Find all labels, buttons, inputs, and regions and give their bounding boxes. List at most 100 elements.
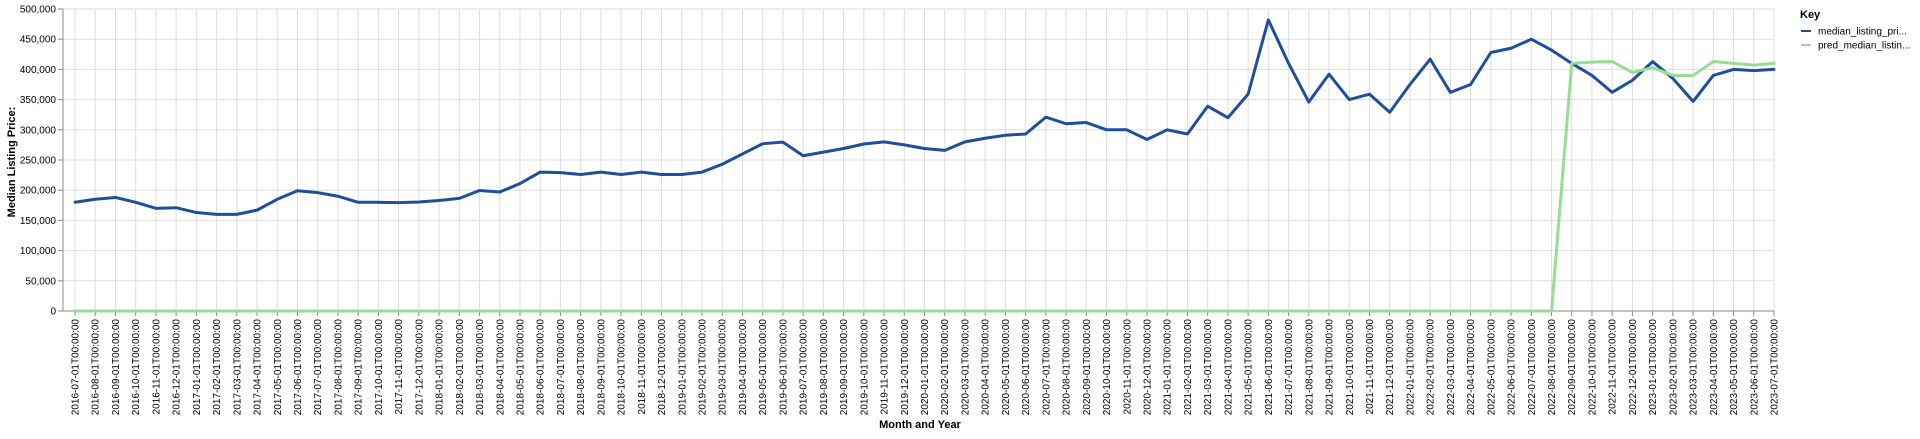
x-tick-label: 2022-09-01T00:00:00 [1567,319,1578,416]
x-tick-label: 2020-06-01T00:00:00 [1021,319,1032,416]
x-tick-label: 2018-05-01T00:00:00 [515,319,526,416]
x-tick-label: 2021-02-01T00:00:00 [1183,319,1194,416]
x-tick-label: 2019-11-01T00:00:00 [880,319,891,415]
x-tick-label: 2019-02-01T00:00:00 [698,319,709,416]
x-tick-label: 2019-03-01T00:00:00 [718,319,729,416]
x-tick-label: 2019-10-01T00:00:00 [859,319,870,416]
x-tick-label: 2016-09-01T00:00:00 [111,319,122,416]
x-tick-label: 2022-08-01T00:00:00 [1547,319,1558,416]
x-tick-label: 2020-07-01T00:00:00 [1041,319,1052,416]
y-tick-label: 450,000 [20,35,57,46]
y-tick-label: 500,000 [20,5,57,16]
x-tick-label: 2023-01-01T00:00:00 [1648,319,1659,416]
x-tick-label: 2023-07-01T00:00:00 [1770,319,1781,416]
x-tick-label: 2016-10-01T00:00:00 [131,319,142,416]
y-tick-label: 400,000 [20,65,57,76]
x-tick-label: 2022-11-01T00:00:00 [1608,319,1619,415]
x-tick-label: 2019-09-01T00:00:00 [839,319,850,416]
x-tick-label: 2021-03-01T00:00:00 [1203,319,1214,416]
y-tick-label: 200,000 [20,186,57,197]
x-tick-label: 2019-06-01T00:00:00 [778,319,789,416]
series-line-1 [73,60,1776,313]
y-tick-label: 100,000 [20,246,57,257]
x-tick-label: 2023-05-01T00:00:00 [1729,319,1740,416]
legend-title: Key [1800,9,1821,21]
x-tick-label: 2021-04-01T00:00:00 [1223,319,1234,416]
x-tick-label: 2022-12-01T00:00:00 [1628,319,1639,416]
y-tick-label: 250,000 [20,156,57,167]
x-tick-label: 2019-04-01T00:00:00 [738,319,749,416]
x-tick-label: 2018-07-01T00:00:00 [556,319,567,416]
grid [63,8,1775,312]
x-tick-label: 2022-05-01T00:00:00 [1486,319,1497,416]
x-tick-label: 2022-07-01T00:00:00 [1527,319,1538,416]
x-tick-label: 2018-11-01T00:00:00 [637,319,648,415]
x-tick-label: 2021-11-01T00:00:00 [1365,319,1376,415]
x-tick-label: 2021-10-01T00:00:00 [1345,319,1356,416]
x-tick-label: 2016-12-01T00:00:00 [172,319,183,416]
legend-label: median_listing_pri... [1818,27,1907,38]
x-tick-label: 2018-04-01T00:00:00 [495,319,506,416]
x-tick-label: 2016-11-01T00:00:00 [151,319,162,415]
x-tick-label: 2023-04-01T00:00:00 [1709,319,1720,416]
x-tick-label: 2022-02-01T00:00:00 [1426,319,1437,416]
x-tick-label: 2017-09-01T00:00:00 [354,319,365,416]
x-tick-label: 2017-02-01T00:00:00 [212,319,223,416]
x-axis: 2016-07-01T00:00:00 2016-08-01T00:00:00 20… [63,310,1781,416]
x-tick-label: 2020-11-01T00:00:00 [1122,319,1133,415]
x-tick-label: 2021-01-01T00:00:00 [1163,319,1174,416]
x-tick-label: 2022-10-01T00:00:00 [1587,319,1598,416]
x-tick-label: 2018-12-01T00:00:00 [657,319,668,416]
x-tick-label: 2022-01-01T00:00:00 [1405,319,1416,416]
y-axis: 0 50,000 100,000 150,000 200,000 250,000 300,0… [20,5,64,318]
x-tick-label: 2020-05-01T00:00:00 [1001,319,1012,416]
legend-label: pred_median_listin... [1818,41,1910,52]
x-tick-label: 2018-10-01T00:00:00 [617,319,628,416]
x-tick-label: 2017-06-01T00:00:00 [293,319,304,416]
x-tick-label: 2023-02-01T00:00:00 [1668,319,1679,416]
x-tick-label: 2016-07-01T00:00:00 [71,319,82,416]
x-tick-label: 2018-08-01T00:00:00 [576,319,587,416]
x-tick-label: 2017-03-01T00:00:00 [232,319,243,416]
x-tick-label: 2018-02-01T00:00:00 [455,319,466,416]
x-tick-label: 2019-07-01T00:00:00 [799,319,810,416]
series-line-0 [73,18,1776,216]
x-tick-label: 2021-05-01T00:00:00 [1244,319,1255,416]
y-tick-label: 0 [50,307,56,318]
x-tick-label: 2017-08-01T00:00:00 [333,319,344,416]
x-tick-label: 2020-04-01T00:00:00 [981,319,992,416]
x-tick-label: 2020-08-01T00:00:00 [1062,319,1073,416]
y-tick-label: 50,000 [25,276,56,287]
x-tick-label: 2020-02-01T00:00:00 [940,319,951,416]
legend: Key median_listing_pri... pred_median_lis… [1800,9,1910,52]
x-tick-label: 2021-08-01T00:00:00 [1304,319,1315,416]
x-axis-title: Month and Year [879,419,961,431]
y-tick-label: 150,000 [20,216,57,227]
x-tick-label: 2017-01-01T00:00:00 [192,319,203,416]
x-tick-label: 2023-06-01T00:00:00 [1749,319,1760,416]
series-lines [73,18,1776,313]
x-tick-label: 2017-12-01T00:00:00 [414,319,425,416]
x-tick-label: 2017-05-01T00:00:00 [273,319,284,416]
x-tick-label: 2021-12-01T00:00:00 [1385,319,1396,416]
x-tick-label: 2017-07-01T00:00:00 [313,319,324,416]
x-tick-label: 2020-03-01T00:00:00 [960,319,971,416]
x-tick-label: 2023-03-01T00:00:00 [1689,319,1700,416]
x-tick-label: 2017-10-01T00:00:00 [374,319,385,416]
x-tick-label: 2018-06-01T00:00:00 [536,319,547,416]
x-tick-label: 2019-01-01T00:00:00 [677,319,688,416]
x-tick-label: 2018-09-01T00:00:00 [596,319,607,416]
x-tick-label: 2020-01-01T00:00:00 [920,319,931,416]
x-tick-label: 2020-12-01T00:00:00 [1142,319,1153,416]
x-tick-label: 2017-11-01T00:00:00 [394,319,405,415]
x-tick-label: 2022-06-01T00:00:00 [1507,319,1518,416]
x-tick-label: 2019-12-01T00:00:00 [900,319,911,416]
x-tick-label: 2017-04-01T00:00:00 [253,319,264,416]
x-tick-label: 2021-06-01T00:00:00 [1264,319,1275,416]
x-tick-label: 2019-05-01T00:00:00 [758,319,769,416]
x-tick-label: 2021-07-01T00:00:00 [1284,319,1295,416]
y-tick-label: 350,000 [20,95,57,106]
x-tick-label: 2020-10-01T00:00:00 [1102,319,1113,416]
x-tick-label: 2022-03-01T00:00:00 [1446,319,1457,416]
